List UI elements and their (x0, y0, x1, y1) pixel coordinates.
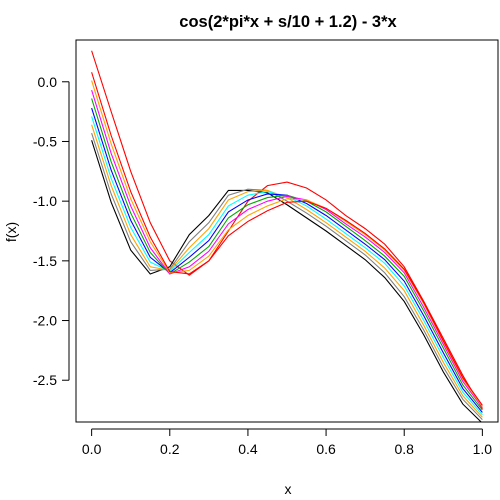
series-line-2 (91, 140, 482, 422)
x-axis: 0.0 0.2 0.4 0.6 0.8 1.0 (82, 428, 493, 457)
y-tick-label: -1.5 (33, 253, 57, 269)
series-line-10 (91, 72, 483, 406)
series-line-5 (91, 116, 483, 416)
series-line-4 (91, 124, 483, 418)
x-tick-label: 0.8 (394, 441, 414, 457)
series-line-6 (91, 107, 483, 413)
x-tick-label: 0.2 (160, 441, 180, 457)
series-line-9 (91, 80, 483, 407)
y-tick-label: -2.5 (33, 372, 57, 388)
series-line-3 (91, 132, 483, 420)
y-tick-label: -1.0 (33, 193, 57, 209)
series-line-1 (91, 50, 483, 410)
y-axis-label: f(x) (3, 222, 19, 242)
y-tick-label: 0.0 (38, 74, 58, 90)
series-line-7 (91, 98, 483, 411)
y-tick-label: -2.0 (33, 313, 57, 329)
y-axis: 0.0 -0.5 -1.0 -1.5 -2.0 -2.5 (33, 74, 70, 388)
x-tick-label: 0.6 (316, 441, 336, 457)
chart-title: cos(2*pi*x + s/10 + 1.2) - 3*x (179, 13, 397, 31)
x-tick-label: 0.4 (238, 441, 258, 457)
plot-area (75, 39, 499, 423)
y-tick-label: -0.5 (33, 133, 57, 149)
series-line-8 (91, 89, 483, 409)
x-axis-label: x (285, 481, 292, 497)
series-layer (91, 50, 483, 422)
x-tick-label: 1.0 (473, 441, 493, 457)
x-tick-label: 0.0 (82, 441, 102, 457)
